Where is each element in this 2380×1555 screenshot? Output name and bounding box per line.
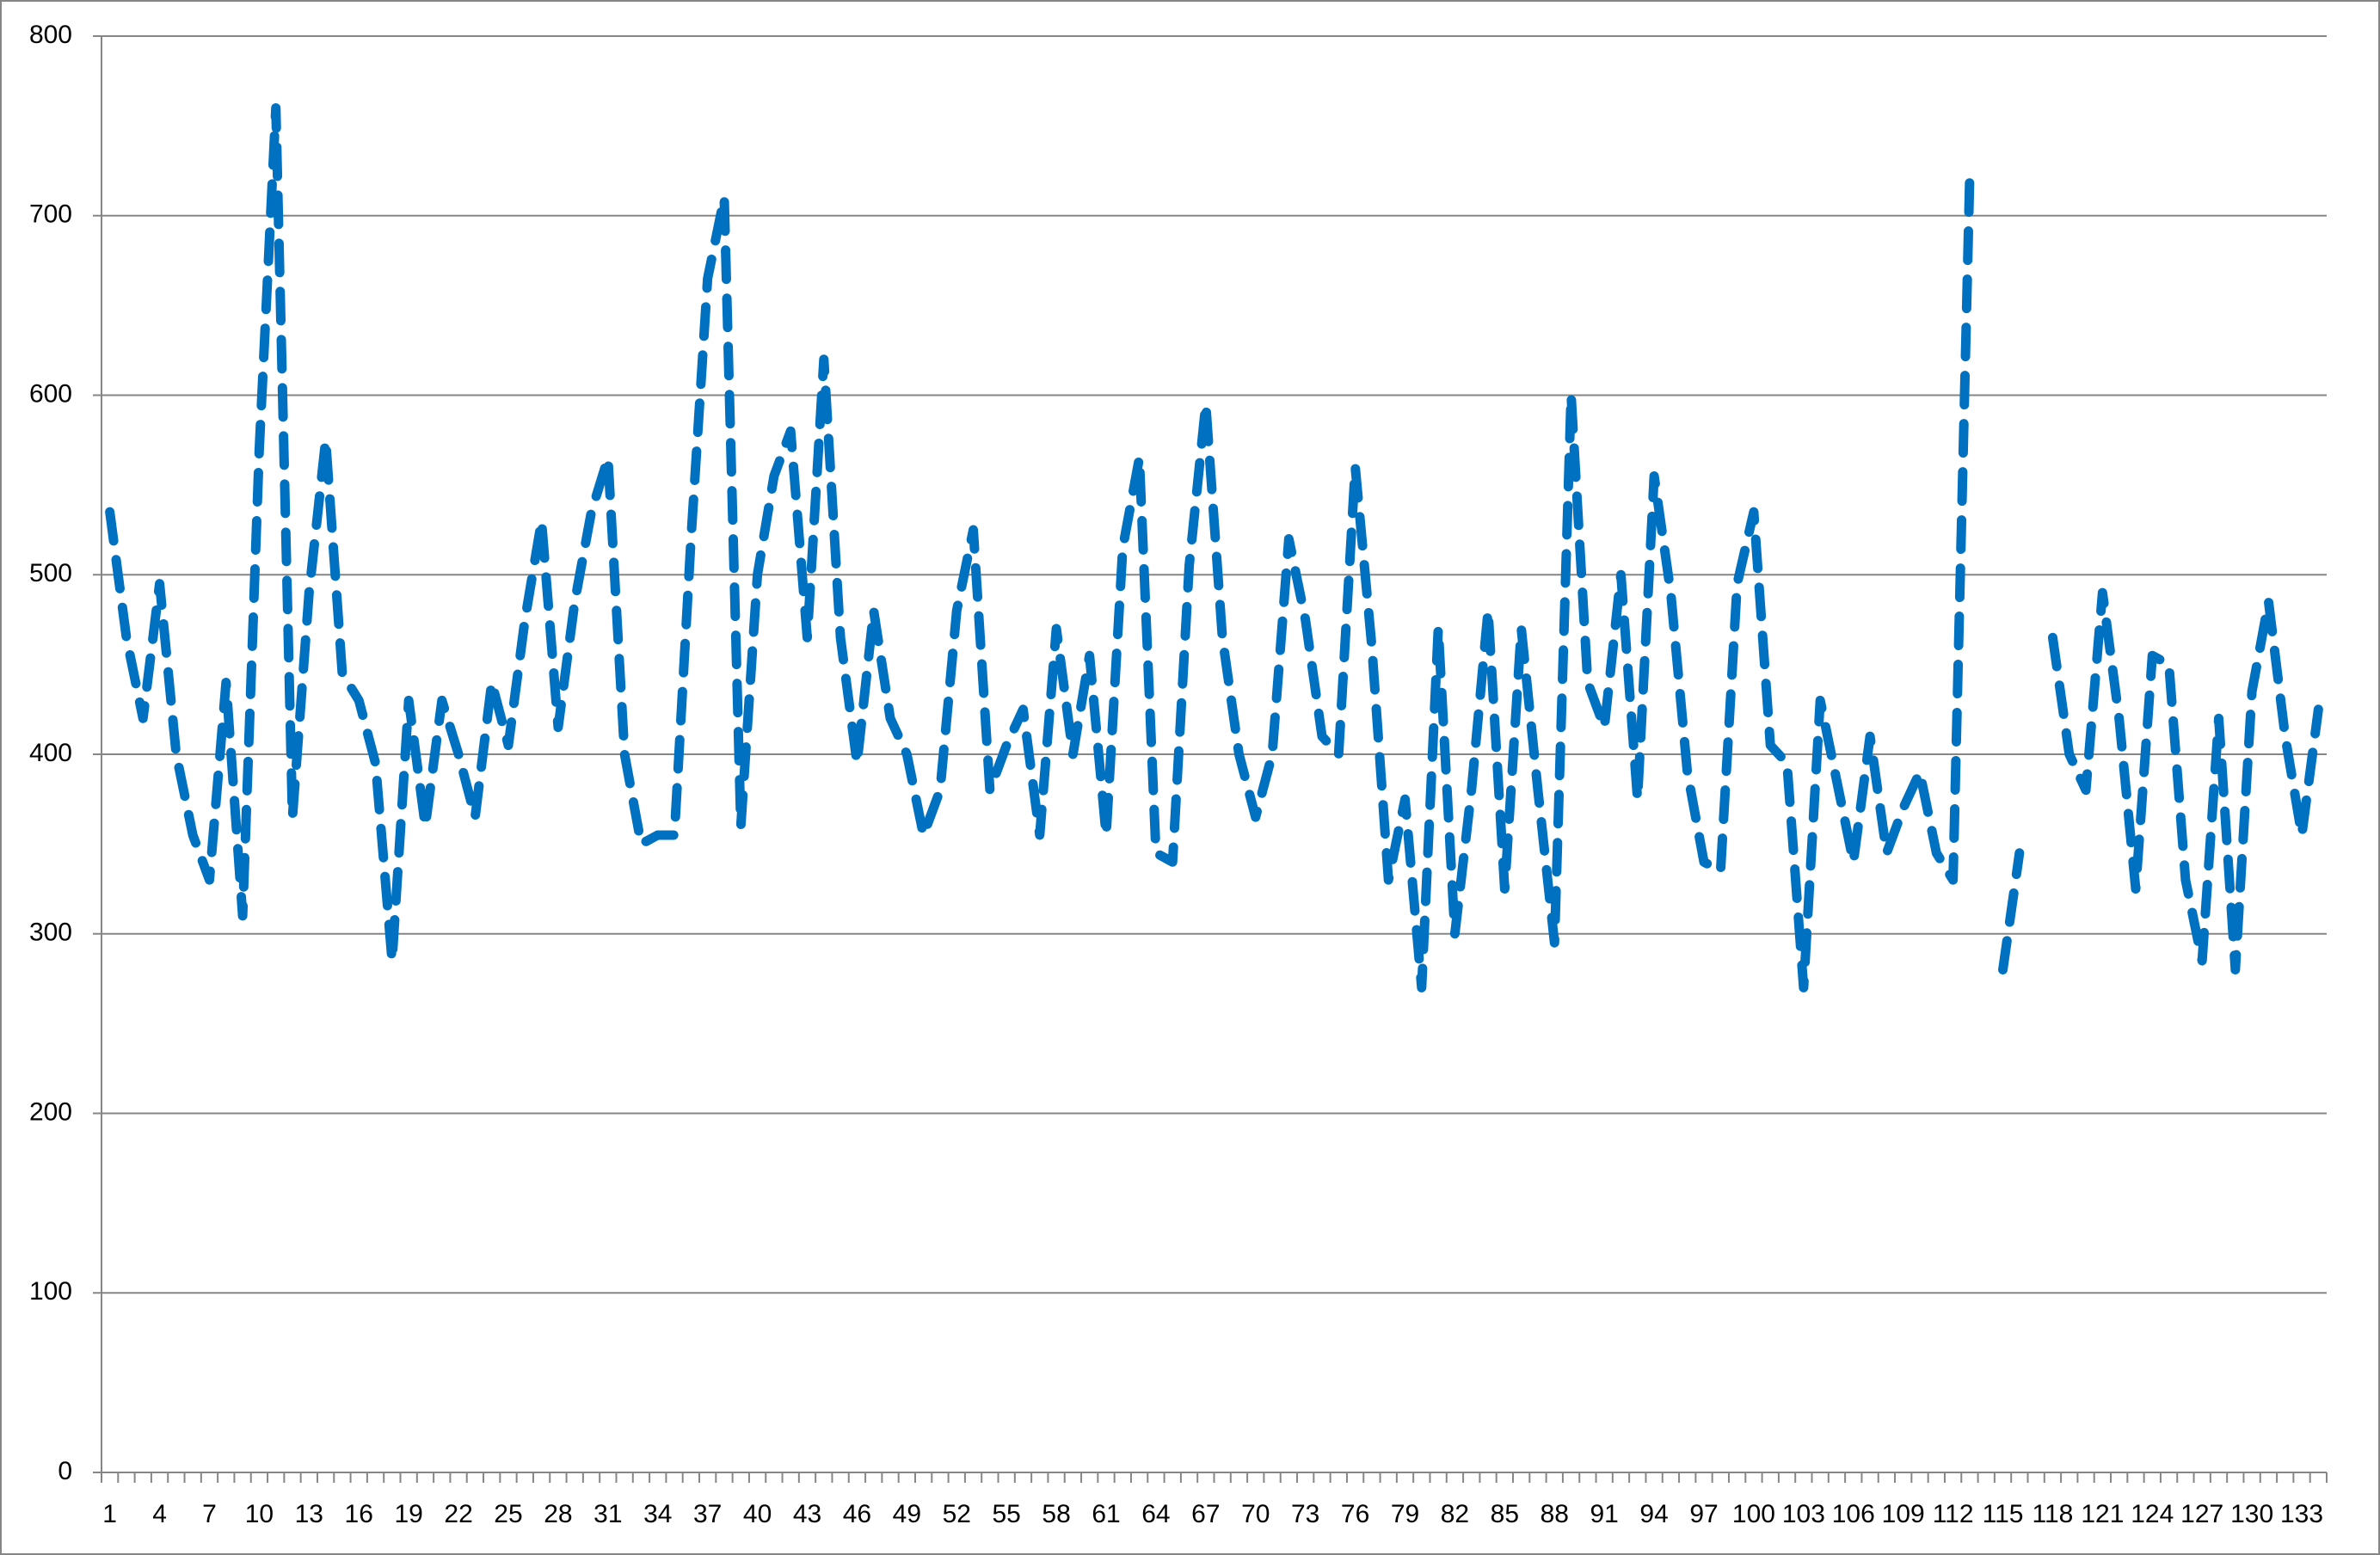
x-tick-label: 100	[1732, 1500, 1775, 1528]
x-tick-label: 1	[102, 1500, 117, 1528]
x-tick-label: 133	[2280, 1500, 2323, 1528]
y-tick-label: 0	[58, 1457, 72, 1485]
x-tick-label: 115	[1983, 1500, 2024, 1528]
x-tick-label: 109	[1882, 1500, 1925, 1528]
x-tick-label: 13	[295, 1500, 323, 1528]
x-tick-label: 10	[245, 1500, 274, 1528]
x-tick-label: 4	[152, 1500, 167, 1528]
y-tick-label: 600	[29, 379, 72, 408]
y-tick-label: 400	[29, 739, 72, 767]
x-tick-label: 130	[2230, 1500, 2273, 1528]
x-tick-label: 25	[494, 1500, 522, 1528]
x-tick-label: 70	[1241, 1500, 1270, 1528]
x-tick-label: 22	[444, 1500, 472, 1528]
x-tick-label: 34	[643, 1500, 672, 1528]
x-tick-label: 88	[1541, 1500, 1569, 1528]
x-tick-label: 37	[693, 1500, 722, 1528]
x-tick-label: 7	[202, 1500, 217, 1528]
y-tick-label: 100	[29, 1277, 72, 1306]
x-tick-label: 112	[1933, 1500, 1974, 1528]
x-tick-label: 64	[1141, 1500, 1170, 1528]
x-tick-label: 52	[943, 1500, 971, 1528]
x-tick-label: 91	[1590, 1500, 1619, 1528]
x-tick-label: 28	[544, 1500, 572, 1528]
x-tick-label: 19	[394, 1500, 422, 1528]
x-tick-label: 118	[2033, 1500, 2074, 1528]
x-tick-label: 40	[743, 1500, 772, 1528]
data-line	[105, 103, 2323, 993]
y-tick-label: 300	[29, 919, 72, 947]
x-tick-label: 61	[1092, 1500, 1120, 1528]
x-tick-label: 55	[992, 1500, 1020, 1528]
y-tick-label: 700	[29, 200, 72, 229]
x-tick-label: 79	[1391, 1500, 1419, 1528]
y-tick-label: 800	[29, 21, 72, 49]
x-tick-label: 127	[2180, 1500, 2223, 1528]
x-tick-label: 121	[2081, 1500, 2124, 1528]
x-tick-label: 67	[1191, 1500, 1220, 1528]
x-tick-label: 49	[893, 1500, 921, 1528]
x-tick-label: 103	[1782, 1500, 1825, 1528]
x-tick-label: 43	[793, 1500, 821, 1528]
x-tick-label: 97	[1689, 1500, 1718, 1528]
x-tick-label: 76	[1341, 1500, 1369, 1528]
x-tick-label: 16	[345, 1500, 373, 1528]
y-tick-label: 200	[29, 1097, 72, 1126]
x-tick-label: 31	[593, 1500, 622, 1528]
x-tick-label: 46	[843, 1500, 871, 1528]
y-tick-label: 500	[29, 559, 72, 587]
x-tick-label: 106	[1832, 1500, 1875, 1528]
x-tick-label: 82	[1441, 1500, 1469, 1528]
x-tick-label: 124	[2131, 1500, 2174, 1528]
x-tick-label: 94	[1639, 1500, 1668, 1528]
x-tick-label: 85	[1491, 1500, 1519, 1528]
x-tick-label: 73	[1291, 1500, 1319, 1528]
x-tick-label: 58	[1042, 1500, 1070, 1528]
